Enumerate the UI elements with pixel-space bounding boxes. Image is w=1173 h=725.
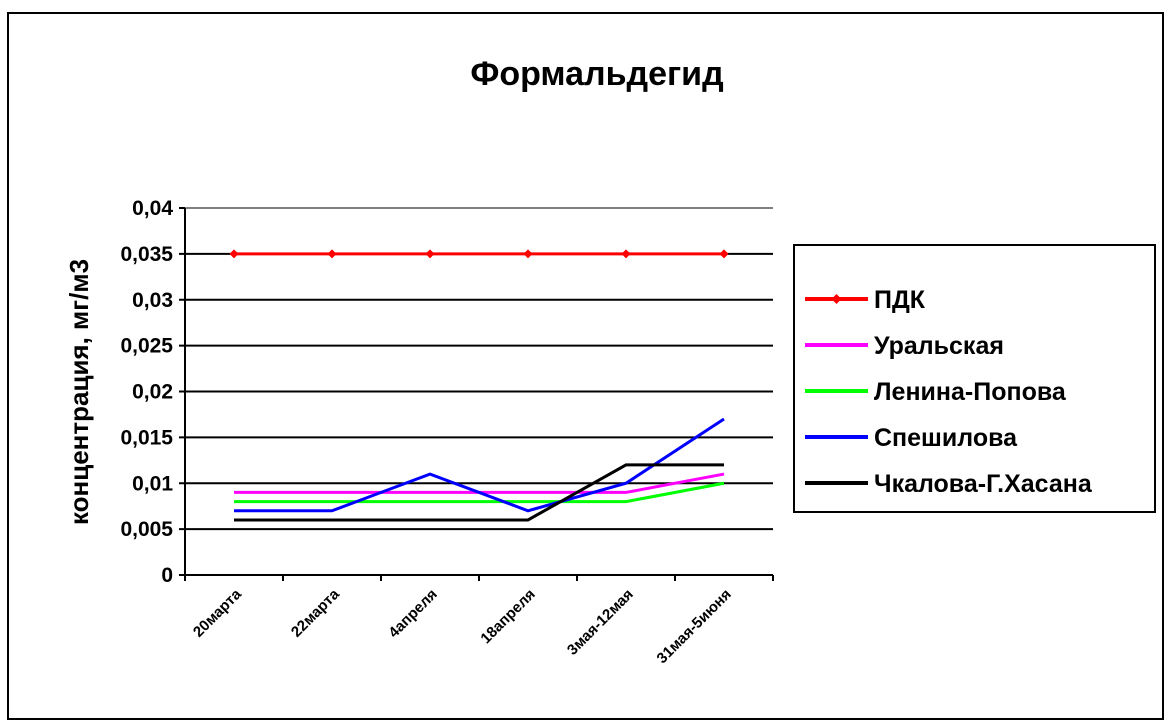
y-tick-label: 0,025 (120, 335, 173, 358)
y-tick-label: 0 (161, 564, 173, 587)
y-tick-label: 0,01 (132, 472, 173, 495)
y-tick-label: 0,015 (120, 426, 173, 449)
legend-label: Уральская (874, 332, 1004, 360)
legend: ПДК Уральская Ленина-Попова Спешилова Чкалов… (793, 244, 1156, 513)
legend-label: Чкалова-Г.Хасана (874, 470, 1093, 498)
y-tick-label: 0,02 (132, 381, 173, 404)
x-tick-label: 31мая-5июня (654, 586, 735, 667)
legend-marker (831, 294, 842, 304)
data-point-marker (327, 249, 337, 259)
legend-box (793, 244, 1156, 513)
legend-label: Спешилова (874, 424, 1018, 452)
data-point-marker (523, 249, 533, 259)
x-tick-label: 4апреля (385, 586, 441, 642)
x-tick-label: 22марта (288, 585, 343, 640)
x-tick-label: 20марта (190, 585, 245, 640)
y-tick-label: 0,03 (132, 289, 173, 312)
series-line (234, 463, 724, 522)
series-line (234, 481, 725, 504)
series-lines (229, 249, 729, 522)
y-tick-label: 0,005 (120, 518, 173, 541)
x-tick-label: 3мая-12мая (564, 586, 637, 659)
chart-title: Формальдегид (470, 55, 723, 93)
legend-label: ПДК (874, 286, 926, 314)
axes (179, 207, 774, 581)
y-tick-labels: 0 0,005 0,01 0,015 0,02 0,025 0,03 0,035 0,04 (120, 197, 173, 587)
data-point-marker (621, 249, 631, 259)
series-line (234, 417, 725, 513)
data-point-marker (425, 249, 435, 259)
legend-label: Ленина-Попова (874, 378, 1067, 406)
y-tick-label: 0,04 (132, 197, 173, 220)
y-axis-label: концентрация, мг/м3 (64, 259, 94, 525)
x-tick-labels: 20марта 22марта 4апреля 18апреля 3мая-12мая 3… (190, 585, 735, 667)
data-point-marker (229, 249, 239, 259)
data-point-marker (719, 249, 729, 259)
y-tick-label: 0,035 (120, 243, 173, 266)
x-tick-label: 18апреля (477, 586, 538, 647)
